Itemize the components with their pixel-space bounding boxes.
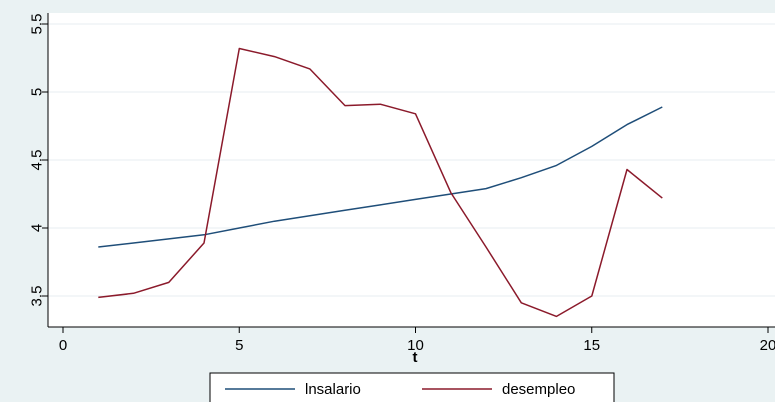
series-line-lnsalario: [98, 106, 663, 248]
x-tick-label-3: 15: [583, 337, 600, 354]
y-tick-label-4: 5.5: [29, 14, 46, 35]
x-ticks: 0 5 10 15 20: [59, 327, 775, 354]
y-ticks: 3.5 4 4.5 5 5.5: [29, 14, 48, 307]
x-tick-label-4: 20: [760, 337, 775, 354]
plot-area: [48, 13, 775, 327]
legend-box: [209, 372, 615, 402]
y-tick-label-0: 3.5: [29, 286, 46, 307]
x-tick-label-2: 10: [407, 337, 424, 354]
series-line-desempleo: [98, 47, 663, 318]
x-axis-title: t: [413, 349, 418, 366]
legend-label-lnsalario: lnsalario: [305, 381, 361, 398]
legend-label-desempleo: desempleo: [502, 381, 575, 398]
x-tick-label-1: 5: [235, 337, 243, 354]
series-layer: [98, 47, 663, 318]
y-tick-label-2: 4.5: [29, 150, 46, 171]
x-tick-label-0: 0: [59, 337, 67, 354]
y-tick-label-3: 5: [29, 88, 46, 96]
gridlines: [48, 23, 775, 297]
legend: lnsalario desempleo: [209, 372, 615, 402]
y-tick-label-1: 4: [29, 224, 46, 232]
